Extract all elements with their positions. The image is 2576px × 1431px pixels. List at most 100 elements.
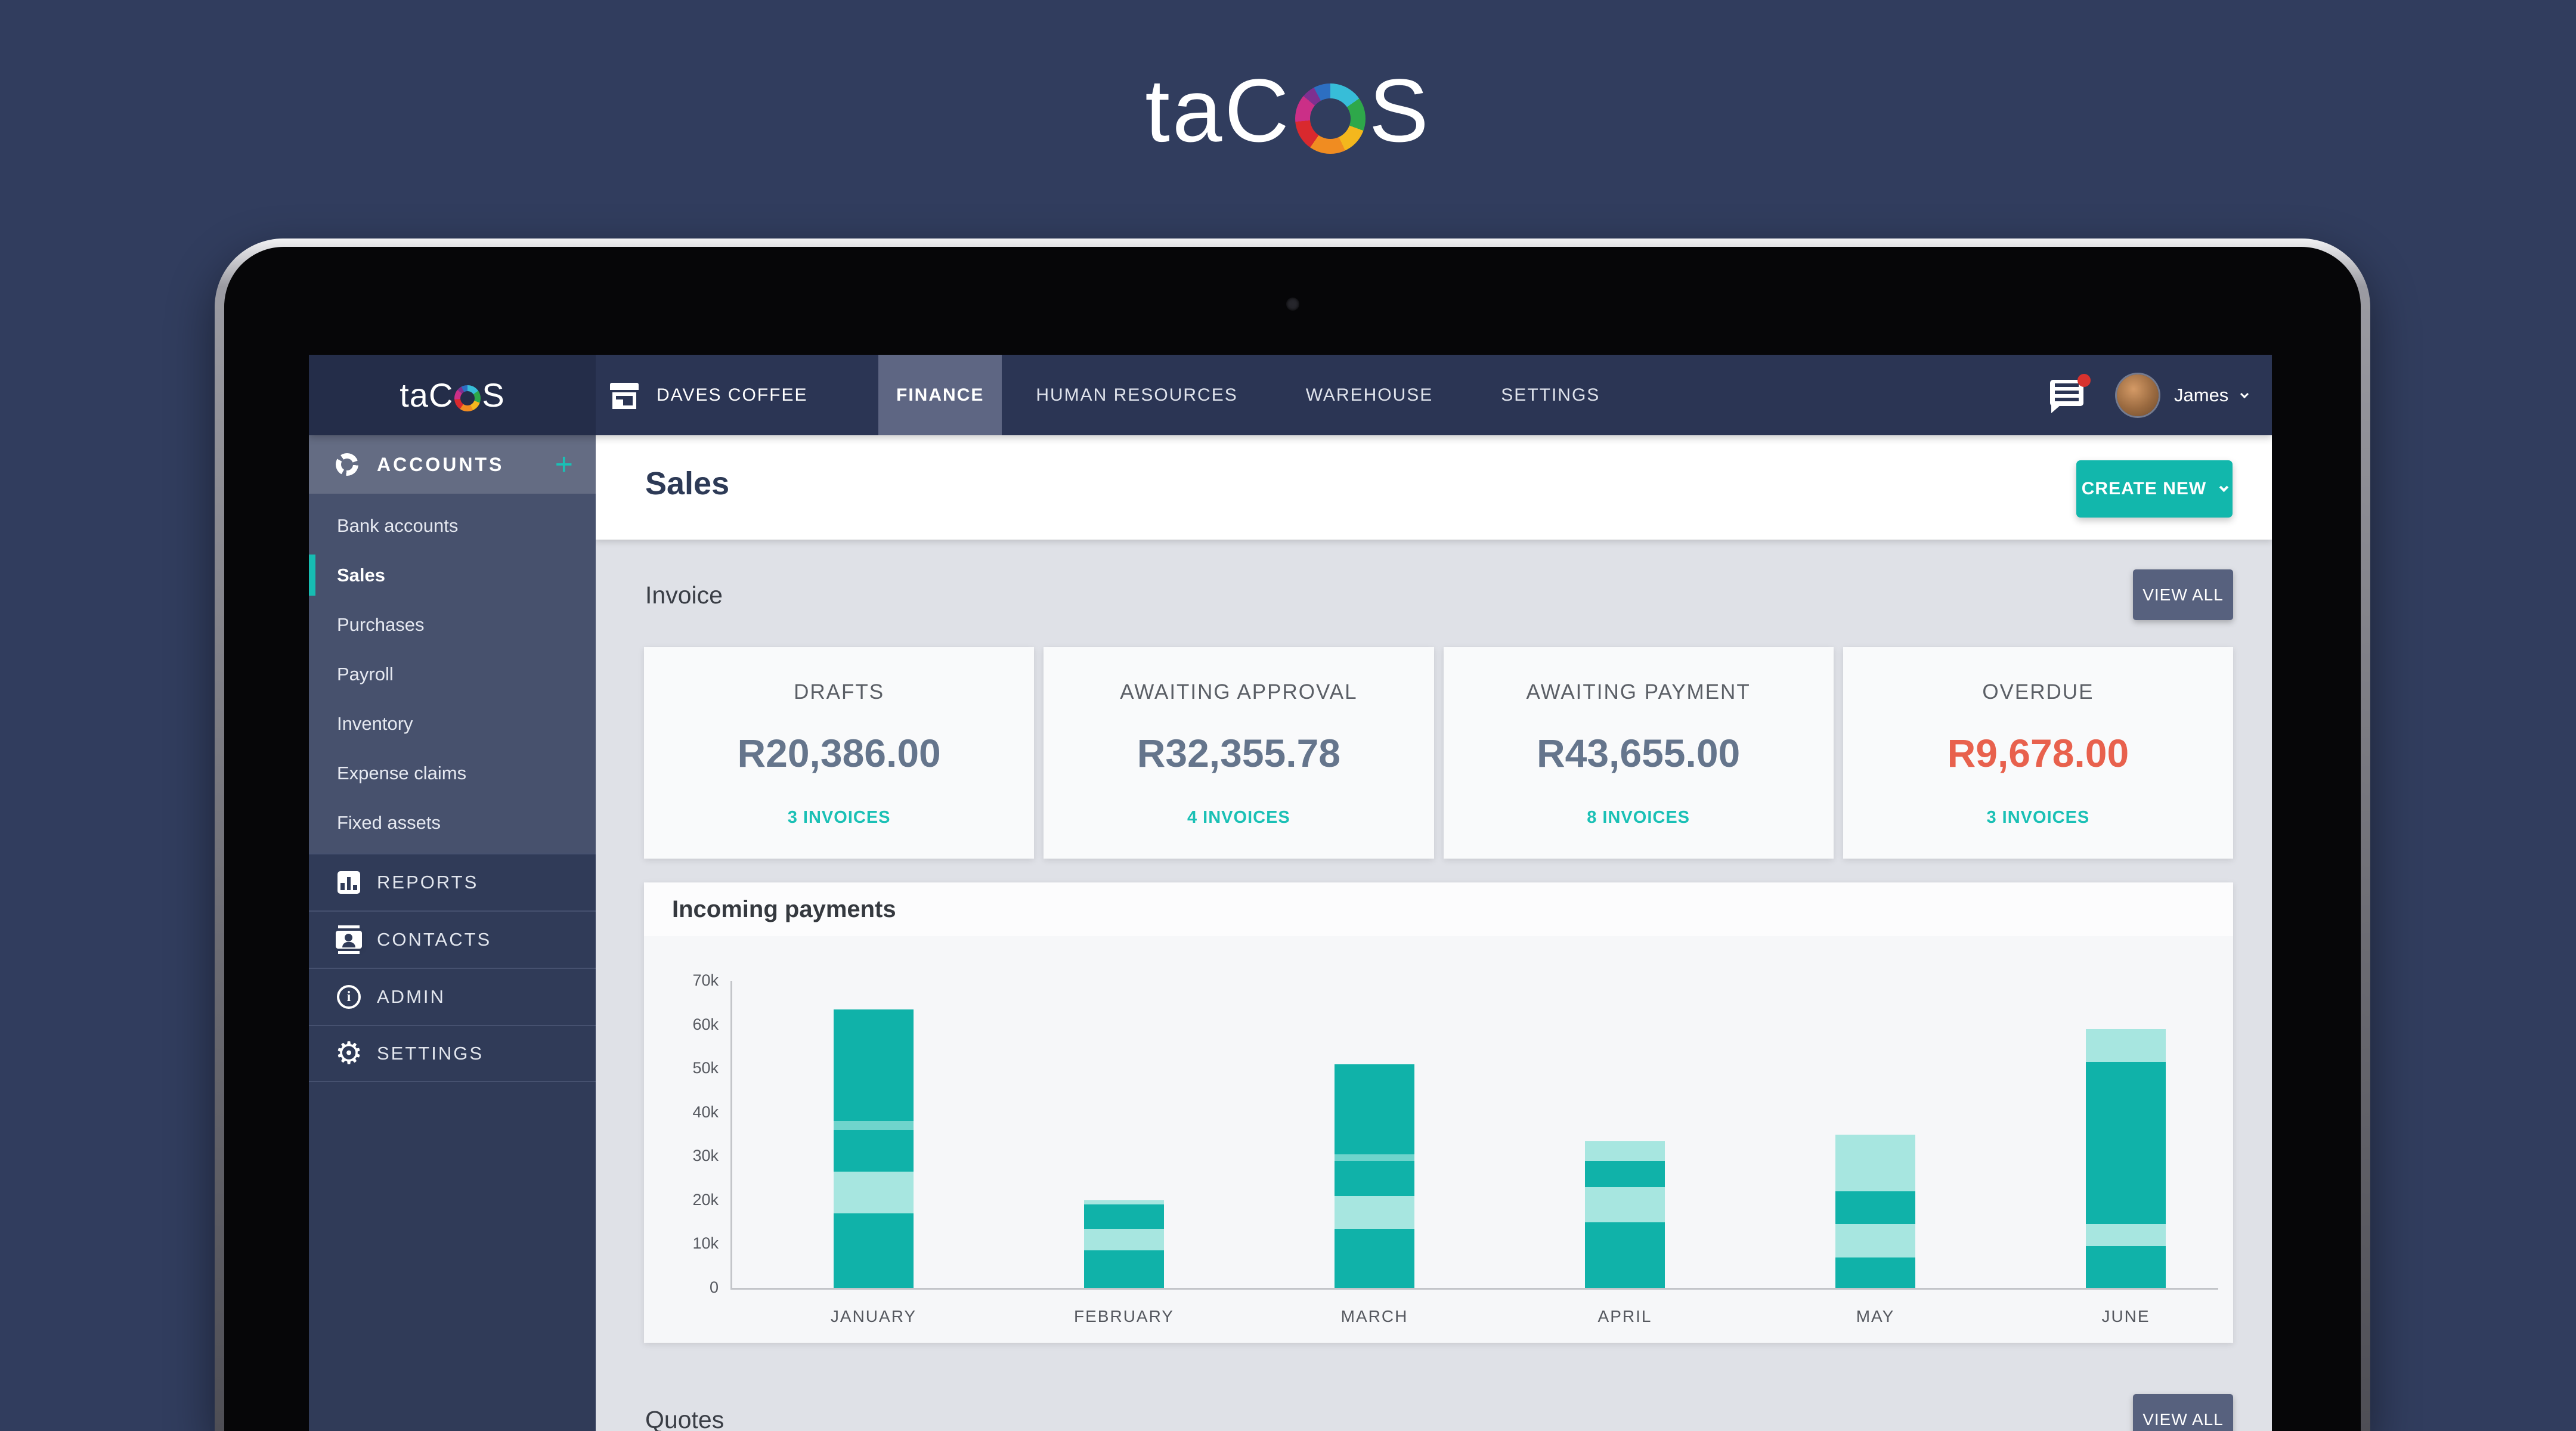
chart-header: Incoming payments xyxy=(644,882,2233,936)
accounts-submenu: Bank accounts Sales Purchases Payroll Invent… xyxy=(309,494,596,853)
laptop-bezel: ta C S DAVES COFFEE FINANCE HUMAN RESOURCES… xyxy=(224,247,2361,1431)
nav-tabs: FINANCE HUMAN RESOURCES WAREHOUSE SETTINGS xyxy=(878,355,1634,435)
bar-segment xyxy=(1335,1154,1414,1161)
bar-segment xyxy=(2086,1062,2166,1225)
invoice-cards: DRAFTS R20,386.00 3 INVOICES AWAITING APPRO… xyxy=(644,647,2233,859)
bar-segment xyxy=(1585,1141,1665,1161)
bar-segment xyxy=(1084,1250,1164,1288)
sidebar-section-contacts[interactable]: CONTACTS xyxy=(309,910,596,968)
laptop-camera-icon xyxy=(1286,298,1299,311)
sidebar-accounts-header[interactable]: ACCOUNTS + xyxy=(309,435,596,494)
bar-segment xyxy=(1585,1160,1665,1187)
add-account-button[interactable]: + xyxy=(555,447,573,482)
brand-logo: ta C S xyxy=(0,66,2576,155)
gear-icon: ⚙ xyxy=(335,1036,363,1071)
app-window: ta C S DAVES COFFEE FINANCE HUMAN RESOURCES… xyxy=(309,355,2272,1431)
bar-february xyxy=(1084,981,1164,1288)
y-axis-tick: 60k xyxy=(692,1015,719,1033)
card-amount: R20,386.00 xyxy=(737,731,941,775)
x-axis-label-february: FEBRUARY xyxy=(1074,1307,1174,1325)
create-new-button[interactable]: CREATE NEW xyxy=(2076,460,2233,518)
x-axis-label-march: MARCH xyxy=(1340,1307,1408,1325)
y-axis-tick: 20k xyxy=(692,1190,719,1209)
chevron-down-icon xyxy=(2240,389,2249,398)
bar-segment xyxy=(1835,1257,1915,1288)
bar-segment xyxy=(834,1121,914,1130)
x-axis-line xyxy=(730,1288,2218,1290)
sidebar-section-label: REPORTS xyxy=(377,872,479,893)
accounts-ring-icon xyxy=(336,453,358,476)
bar-segment xyxy=(1835,1191,1915,1225)
sidebar-item-purchases[interactable]: Purchases xyxy=(337,614,425,635)
card-title: DRAFTS xyxy=(794,680,885,704)
card-invoice-count: 3 INVOICES xyxy=(1986,808,2090,827)
bar-segment xyxy=(834,1213,914,1288)
sidebar-item-fixed-assets[interactable]: Fixed assets xyxy=(337,811,441,833)
brand-logo-text-left: ta xyxy=(1145,60,1225,160)
main-content: Sales CREATE NEW Invoice VIEW ALL DRAFTS… xyxy=(596,435,2272,1431)
bar-segment xyxy=(1835,1224,1915,1257)
page-header-bar: Sales CREATE NEW xyxy=(596,435,2272,540)
app-logo-text-c: C xyxy=(428,376,454,414)
sidebar-item-sales[interactable]: Sales xyxy=(309,550,596,600)
top-nav: ta C S DAVES COFFEE FINANCE HUMAN RESOURCES… xyxy=(309,355,2272,435)
tab-finance[interactable]: FINANCE xyxy=(878,355,1002,435)
x-axis-label-may: MAY xyxy=(1856,1307,1895,1325)
bar-may xyxy=(1835,981,1915,1288)
invoice-card-drafts[interactable]: DRAFTS R20,386.00 3 INVOICES xyxy=(644,647,1035,859)
bar-april xyxy=(1585,981,1665,1288)
company-selector[interactable]: DAVES COFFEE xyxy=(610,355,955,435)
bar-segment xyxy=(1084,1204,1164,1229)
chat-bubble-icon xyxy=(2050,380,2083,406)
app-logo-text-right: S xyxy=(482,376,505,414)
user-menu[interactable]: James xyxy=(2117,355,2249,435)
sidebar-section-reports[interactable]: REPORTS xyxy=(309,853,596,910)
incoming-payments-panel: Incoming payments 0 10k 20k 30k 40k 50k 60k 70k… xyxy=(644,882,2233,1343)
quotes-section-title: Quotes xyxy=(645,1406,724,1431)
sidebar-section-label: CONTACTS xyxy=(377,929,492,950)
brand-logo-ring-icon xyxy=(1295,83,1366,154)
accounts-label: ACCOUNTS xyxy=(377,453,504,475)
bar-segment xyxy=(1585,1187,1665,1222)
invoice-card-overdue[interactable]: OVERDUE R9,678.00 3 INVOICES xyxy=(1843,647,2233,859)
brand-logo-text-c: C xyxy=(1224,60,1292,160)
sidebar-section-admin[interactable]: i ADMIN xyxy=(309,968,596,1025)
brand-logo-text-right: S xyxy=(1368,60,1431,160)
chat-bubble-tail xyxy=(2051,405,2061,413)
app-logo: ta C S xyxy=(309,355,596,435)
card-amount: R9,678.00 xyxy=(1947,731,2129,775)
x-axis-label-june: JUNE xyxy=(2101,1307,2150,1325)
notification-badge xyxy=(2077,374,2091,387)
app-logo-text-left: ta xyxy=(400,376,429,414)
bar-segment xyxy=(1335,1195,1414,1229)
y-axis-tick: 40k xyxy=(692,1102,719,1121)
bar-march xyxy=(1335,981,1414,1288)
page-title: Sales xyxy=(645,466,730,501)
user-name: James xyxy=(2174,384,2229,405)
tab-settings[interactable]: SETTINGS xyxy=(1501,385,1600,405)
bar-segment xyxy=(834,1130,914,1172)
invoice-card-awaiting-payment[interactable]: AWAITING PAYMENT R43,655.00 8 INVOICES xyxy=(1443,647,1834,859)
tab-human-resources[interactable]: HUMAN RESOURCES xyxy=(1036,385,1238,405)
messages-button[interactable] xyxy=(2050,374,2091,413)
y-axis-tick: 10k xyxy=(692,1234,719,1253)
chevron-down-icon xyxy=(2219,482,2229,492)
chart-title: Incoming payments xyxy=(672,896,896,922)
y-axis-tick: 70k xyxy=(692,971,719,989)
avatar xyxy=(2117,374,2159,416)
card-title: OVERDUE xyxy=(1982,680,2094,704)
bar-segment xyxy=(1084,1200,1164,1205)
invoice-card-awaiting-approval[interactable]: AWAITING APPROVAL R32,355.78 4 INVOICES xyxy=(1044,647,1434,859)
bar-segment xyxy=(834,1009,914,1122)
sidebar-section-settings[interactable]: ⚙ SETTINGS xyxy=(309,1025,596,1082)
quotes-view-all-button[interactable]: VIEW ALL xyxy=(2133,1394,2233,1431)
sidebar-item-expense-claims[interactable]: Expense claims xyxy=(337,762,467,783)
bar-segment xyxy=(1335,1064,1414,1154)
sidebar-item-inventory[interactable]: Inventory xyxy=(337,713,413,734)
tab-warehouse[interactable]: WAREHOUSE xyxy=(1305,385,1433,405)
invoice-view-all-button[interactable]: VIEW ALL xyxy=(2133,569,2233,620)
sidebar-section-label: ADMIN xyxy=(377,986,445,1007)
sidebar-item-bank-accounts[interactable]: Bank accounts xyxy=(337,515,459,536)
contacts-icon xyxy=(336,925,362,954)
sidebar-item-payroll[interactable]: Payroll xyxy=(337,663,394,684)
